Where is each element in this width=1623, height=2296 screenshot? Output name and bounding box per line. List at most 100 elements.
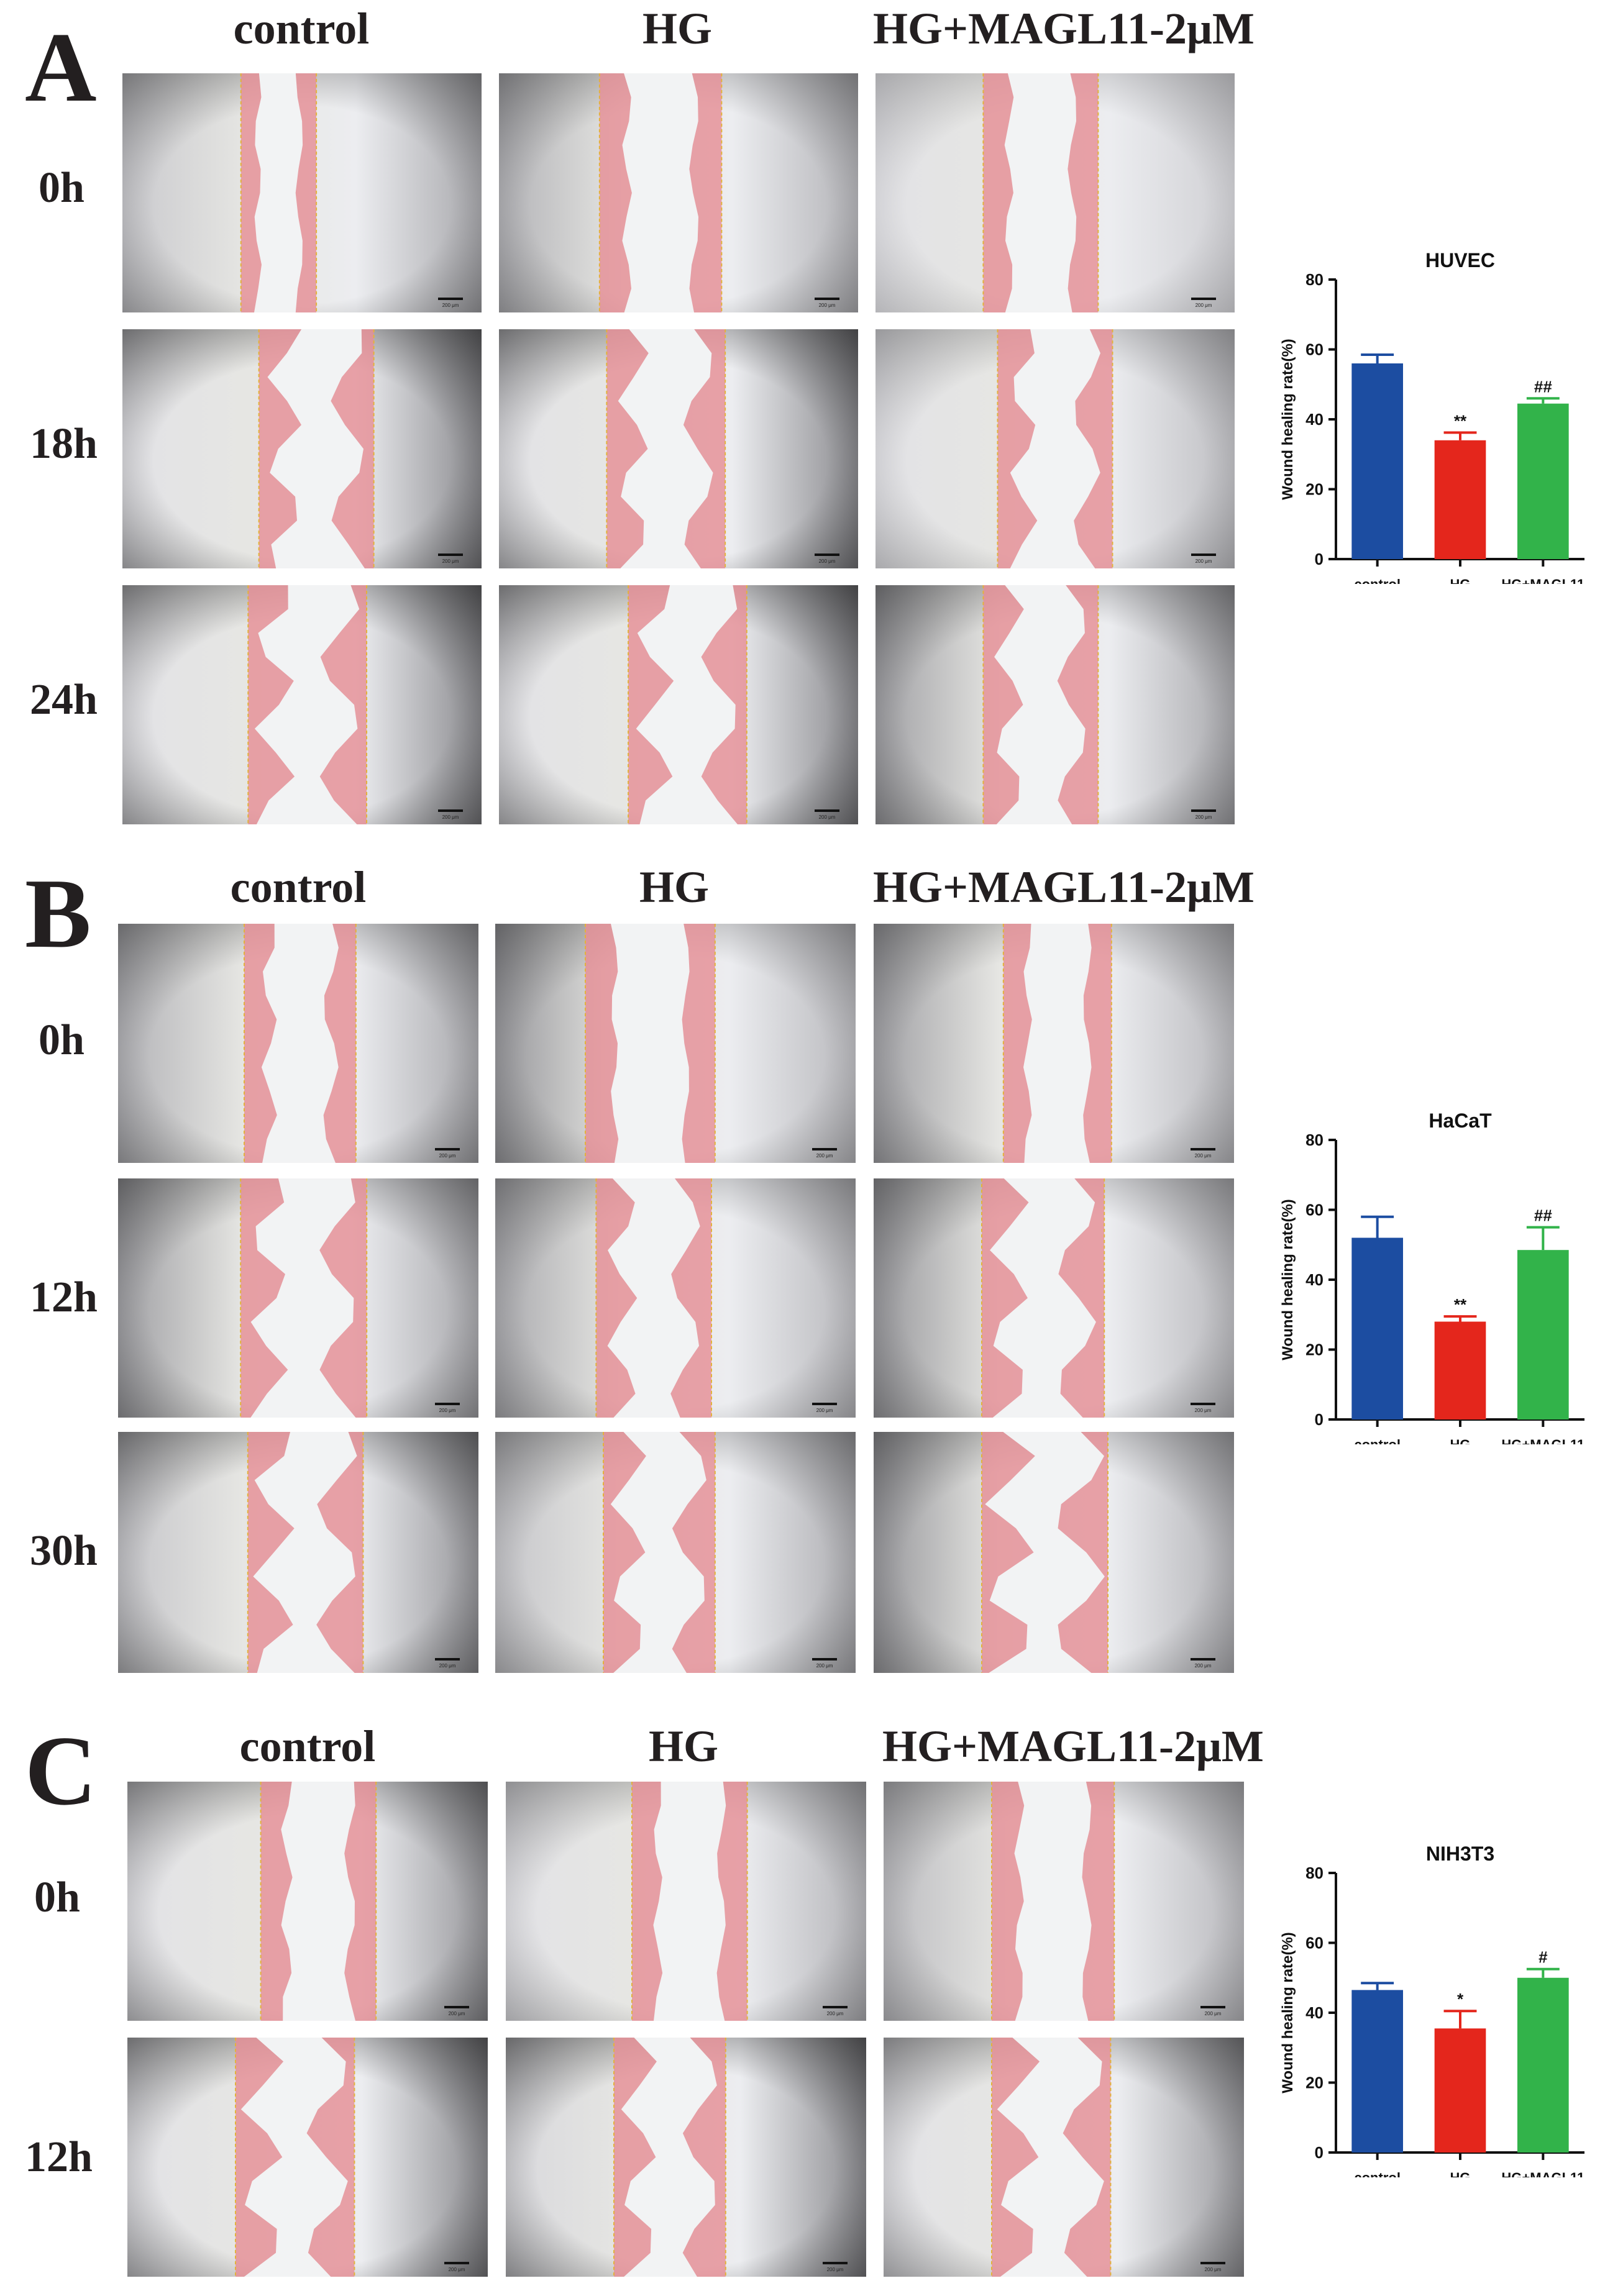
chart-title: HUVEC bbox=[1425, 249, 1495, 271]
micrograph: 200 μm bbox=[876, 585, 1235, 824]
x-tick-label: control bbox=[1354, 1437, 1401, 1444]
micrograph-field: 200 μm bbox=[874, 1432, 1234, 1673]
x-tick-label: HG bbox=[1450, 576, 1471, 584]
significance-mark: * bbox=[1457, 1990, 1464, 2008]
row-label-18h: 18h bbox=[30, 420, 98, 468]
micrograph-field: 200 μm bbox=[495, 924, 856, 1163]
micrograph: 200 μm bbox=[499, 329, 858, 568]
y-tick-label: 60 bbox=[1305, 340, 1324, 359]
micrograph-field: 200 μm bbox=[874, 924, 1234, 1163]
x-tick-label: control bbox=[1354, 576, 1401, 584]
micrograph-field: 200 μm bbox=[876, 73, 1235, 312]
scale-bar-label: 200 μm bbox=[819, 558, 836, 564]
open-gap bbox=[621, 2038, 717, 2277]
row-label-12h: 12h bbox=[25, 2133, 93, 2181]
micrograph: 200 μm bbox=[127, 2038, 488, 2277]
column-header-control: control bbox=[230, 862, 367, 912]
scale-bar-label: 200 μm bbox=[442, 303, 459, 308]
micrograph-field: 200 μm bbox=[118, 924, 478, 1163]
scale-bar-label: 200 μm bbox=[449, 2267, 465, 2272]
row-label-0h: 0h bbox=[39, 1016, 85, 1064]
column-header-hg: HG bbox=[648, 1721, 718, 1771]
scale-bar-label: 200 μm bbox=[442, 558, 459, 564]
scale-bar-label: 200 μm bbox=[816, 1663, 833, 1669]
open-gap bbox=[1010, 329, 1100, 568]
scale-bar-label: 200 μm bbox=[449, 2011, 465, 2016]
micrograph: 200 μm bbox=[884, 1782, 1244, 2021]
bar bbox=[1434, 1321, 1486, 1419]
y-tick-label: 60 bbox=[1305, 1201, 1324, 1219]
micrograph-field: 200 μm bbox=[495, 1432, 856, 1673]
y-tick-label: 0 bbox=[1315, 550, 1324, 568]
micrograph-field: 200 μm bbox=[499, 585, 858, 824]
row-label-0h: 0h bbox=[39, 164, 85, 212]
open-gap bbox=[1004, 73, 1077, 312]
y-tick-label: 20 bbox=[1305, 2074, 1324, 2092]
scale-bar-label: 200 μm bbox=[816, 1408, 833, 1413]
scale-bar-label: 200 μm bbox=[439, 1408, 456, 1413]
bar-chart-huvec: HUVEC 0 20 40 60 80 Wound healing rate(%) contr… bbox=[1279, 249, 1584, 584]
scale-bar-label: 200 μm bbox=[1195, 1153, 1212, 1159]
open-gap bbox=[267, 329, 365, 568]
y-tick-label: 40 bbox=[1305, 410, 1324, 429]
scale-bar-label: 200 μm bbox=[1195, 1663, 1212, 1669]
micrograph-field: 200 μm bbox=[874, 1178, 1234, 1418]
micrograph: 200 μm bbox=[884, 2038, 1244, 2277]
scale-bar-label: 200 μm bbox=[819, 814, 836, 820]
scale-bar-label: 200 μm bbox=[827, 2011, 844, 2016]
micrograph-field: 200 μm bbox=[876, 329, 1235, 568]
micrograph: 200 μm bbox=[122, 585, 482, 824]
open-gap bbox=[1023, 924, 1092, 1163]
chart-title: HaCaT bbox=[1429, 1109, 1492, 1132]
open-gap bbox=[653, 1782, 726, 2021]
micrograph: 200 μm bbox=[499, 585, 858, 824]
y-tick-label: 60 bbox=[1305, 1934, 1324, 1952]
micrograph-field: 200 μm bbox=[122, 73, 482, 312]
y-tick-label: 80 bbox=[1305, 1864, 1324, 1882]
row-label-0h: 0h bbox=[34, 1874, 80, 1921]
scale-bar-label: 200 μm bbox=[439, 1663, 456, 1669]
micrograph: 200 μm bbox=[127, 1782, 488, 2021]
open-gap bbox=[253, 1432, 357, 1673]
column-header-hg-magl11: HG+MAGL11-2μM bbox=[873, 862, 1255, 912]
open-gap bbox=[990, 1178, 1096, 1418]
micrograph: 200 μm bbox=[874, 924, 1234, 1163]
scale-bar-label: 200 μm bbox=[819, 303, 836, 308]
y-tick-label: 40 bbox=[1305, 1270, 1324, 1289]
open-gap bbox=[240, 2038, 348, 2277]
micrograph-field: 200 μm bbox=[499, 329, 858, 568]
scale-bar-label: 200 μm bbox=[1195, 1408, 1212, 1413]
y-tick-label: 20 bbox=[1305, 1341, 1324, 1359]
open-gap bbox=[618, 329, 713, 568]
panel-letter-a: A bbox=[25, 12, 97, 122]
bar-chart-nih3t3: NIH3T3 0 20 40 60 80 Wound healing rate(%) cont… bbox=[1279, 1843, 1584, 2177]
x-tick-label: control bbox=[1354, 2170, 1401, 2177]
panel-letter-c: C bbox=[25, 1715, 97, 1826]
bar bbox=[1517, 1250, 1569, 1419]
micrograph: 200 μm bbox=[122, 329, 482, 568]
micrograph: 200 μm bbox=[118, 1432, 478, 1673]
significance-mark: ## bbox=[1534, 1206, 1552, 1225]
micrograph-field: 200 μm bbox=[495, 1178, 856, 1418]
bar bbox=[1351, 1237, 1403, 1419]
micrograph-field: 200 μm bbox=[884, 2038, 1244, 2277]
scale-bar-label: 200 μm bbox=[827, 2267, 844, 2272]
open-gap bbox=[261, 924, 339, 1163]
y-tick-label: 80 bbox=[1305, 1131, 1324, 1149]
scale-bar-label: 200 μm bbox=[1196, 814, 1212, 820]
column-header-control: control bbox=[239, 1721, 376, 1771]
row-label-12h: 12h bbox=[30, 1273, 98, 1321]
significance-mark: # bbox=[1538, 1948, 1548, 1967]
bar bbox=[1434, 440, 1486, 559]
bar bbox=[1351, 1990, 1403, 2152]
chart-title: NIH3T3 bbox=[1426, 1843, 1494, 1865]
open-gap bbox=[254, 73, 303, 312]
bar-chart-hacat: HaCaT 0 20 40 60 80 Wound healing rate(%) contr… bbox=[1279, 1109, 1584, 1444]
open-gap bbox=[985, 1432, 1105, 1673]
micrograph: 200 μm bbox=[874, 1432, 1234, 1673]
micrograph-field: 200 μm bbox=[499, 73, 858, 312]
y-axis-label: Wound healing rate(%) bbox=[1279, 1199, 1296, 1360]
micrograph: 200 μm bbox=[118, 924, 478, 1163]
micrograph-field: 200 μm bbox=[506, 2038, 866, 2277]
y-tick-label: 80 bbox=[1305, 270, 1324, 289]
